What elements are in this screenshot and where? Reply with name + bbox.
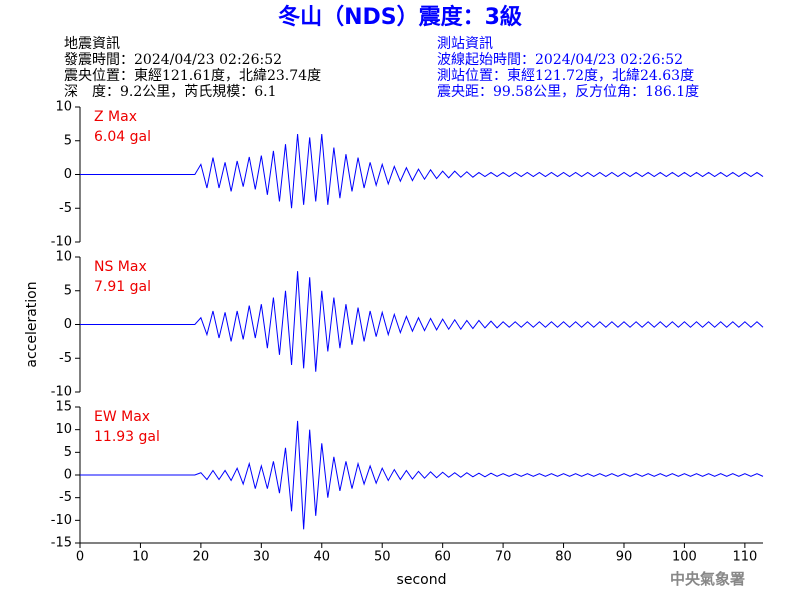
annotation: 6.04 gal bbox=[94, 129, 151, 145]
y-tick-label: -10 bbox=[51, 385, 72, 400]
y-tick-label: 5 bbox=[64, 133, 72, 148]
waveform bbox=[80, 133, 764, 209]
waveform bbox=[80, 420, 764, 530]
info-left: 深 度：9.2公里，芮氏規模：6.1 bbox=[64, 83, 277, 100]
annotation: NS Max bbox=[94, 259, 147, 275]
y-tick-label: 10 bbox=[55, 100, 72, 115]
y-tick-label: 5 bbox=[64, 283, 72, 298]
x-tick-label: 80 bbox=[555, 550, 572, 565]
y-tick-label: 0 bbox=[64, 317, 72, 332]
annotation: 11.93 gal bbox=[94, 429, 160, 445]
title: 冬山（NDS）震度：3級 bbox=[278, 4, 522, 30]
x-tick-label: 0 bbox=[76, 550, 84, 565]
y-tick-label: 10 bbox=[55, 250, 72, 265]
x-tick-label: 70 bbox=[495, 550, 512, 565]
info-left: 地震資訊 bbox=[64, 36, 120, 52]
x-tick-label: 10 bbox=[132, 550, 149, 565]
x-tick-label: 50 bbox=[374, 550, 391, 565]
y-tick-label: -5 bbox=[59, 201, 72, 216]
y-tick-label: -10 bbox=[51, 235, 72, 250]
annotation: Z Max bbox=[94, 109, 137, 125]
annotation: 7.91 gal bbox=[94, 279, 151, 295]
y-tick-label: -10 bbox=[51, 513, 72, 528]
info-left: 發震時間：2024/04/23 02:26:52 bbox=[64, 52, 282, 68]
x-tick-label: 100 bbox=[672, 550, 697, 565]
y-tick-label: 10 bbox=[55, 422, 72, 437]
x-tick-label: 40 bbox=[313, 550, 330, 565]
y-tick-label: 0 bbox=[64, 167, 72, 182]
waveform bbox=[80, 271, 764, 372]
info-left: 震央位置：東經121.61度，北緯23.74度 bbox=[64, 68, 321, 84]
y-axis-label: acceleration bbox=[24, 281, 40, 367]
info-right: 波線起始時間：2024/04/23 02:26:52 bbox=[437, 52, 683, 68]
y-tick-label: 5 bbox=[64, 445, 72, 460]
x-tick-label: 90 bbox=[616, 550, 633, 565]
info-right: 測站位置：東經121.72度，北緯24.63度 bbox=[437, 68, 694, 84]
y-tick-label: 0 bbox=[64, 468, 72, 483]
y-tick-label: -15 bbox=[51, 536, 72, 551]
x-tick-label: 30 bbox=[253, 550, 270, 565]
y-tick-label: -5 bbox=[59, 351, 72, 366]
x-tick-label: 20 bbox=[193, 550, 210, 565]
x-tick-label: 110 bbox=[732, 550, 757, 565]
info-right: 測站資訊 bbox=[437, 36, 493, 52]
y-tick-label: -5 bbox=[59, 490, 72, 505]
y-tick-label: 15 bbox=[55, 400, 72, 415]
info-right: 震央距：99.58公里，反方位角：186.1度 bbox=[437, 84, 699, 100]
footer: 中央氣象署 bbox=[670, 570, 745, 588]
x-tick-label: 60 bbox=[434, 550, 451, 565]
x-axis-label: second bbox=[397, 572, 447, 588]
annotation: EW Max bbox=[94, 409, 150, 425]
